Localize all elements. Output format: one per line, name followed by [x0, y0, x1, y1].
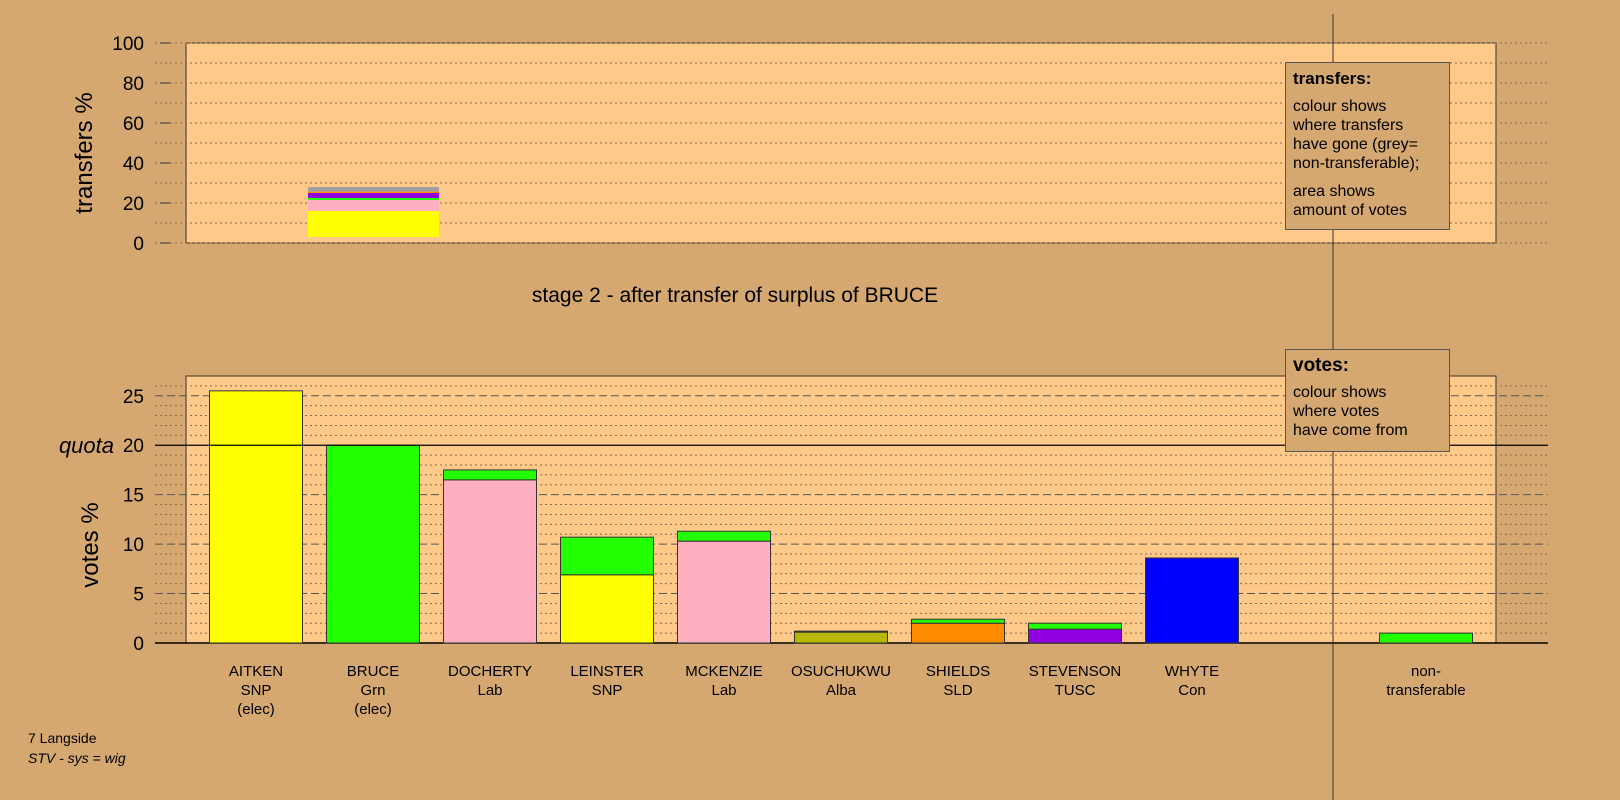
votes-legend-line: where votes — [1293, 403, 1380, 420]
vote-bar-grn — [1379, 632, 1473, 644]
transfers-tick-label: 60 — [123, 114, 144, 135]
transfers-legend-line: have gone (grey= — [1293, 136, 1418, 153]
transfers-legend-title: transfers: — [1293, 69, 1372, 88]
vote-bar-sld — [911, 622, 1005, 644]
transfers-tick-label: 0 — [133, 234, 144, 255]
vote-bar-grn — [911, 618, 1005, 624]
votes-chart: 0 5 10 15 20 25 quota votes % stage 2 - after tr… — [59, 284, 1548, 718]
candidate-party: SLD — [943, 682, 972, 699]
transfers-tick-label: 20 — [123, 194, 144, 215]
transfer-segment-sld — [308, 191, 439, 193]
votes-tick-label: 20 — [123, 436, 144, 457]
votes-axis-label: votes % — [77, 502, 104, 587]
candidate-status: (elec) — [354, 701, 392, 718]
votes-tick-label: 25 — [123, 387, 144, 408]
votes-tick-label: 15 — [123, 486, 144, 507]
candidate-name: BRUCE — [347, 663, 400, 680]
votes-legend: votes: colour shows where votes have com… — [1285, 349, 1450, 452]
votes-legend-line: have come from — [1293, 422, 1408, 439]
vote-bar-con — [1145, 557, 1239, 644]
candidate-name: LEINSTER — [570, 663, 644, 680]
transfer-segment-snp — [308, 211, 439, 237]
candidate-status: (elec) — [237, 701, 275, 718]
candidate-name: AITKEN — [229, 663, 283, 680]
system-label: STV - sys = wig — [28, 750, 126, 766]
votes-tick-label: 10 — [123, 535, 144, 556]
vote-bar-alba — [794, 631, 888, 644]
vote-bar-lab — [443, 479, 537, 644]
candidate-party: Con — [1178, 682, 1206, 699]
ward-name: 7 Langside — [28, 730, 97, 746]
transfers-legend-line: colour shows — [1293, 98, 1387, 115]
transfers-tick-label: 80 — [123, 74, 144, 95]
nontransferable-label: transferable — [1386, 682, 1465, 699]
votes-tick-label: 5 — [133, 585, 144, 606]
candidate-party: Lab — [711, 682, 736, 699]
vote-bar-grn — [1028, 622, 1122, 630]
transfers-tick-label: 100 — [112, 34, 144, 55]
vote-bar-grn — [443, 469, 537, 481]
vote-bar-lab — [677, 540, 771, 644]
vote-bar-grn — [794, 630, 888, 633]
transfer-segment-tusc — [308, 193, 439, 198]
transfers-legend-line: amount of votes — [1293, 202, 1407, 219]
candidate-party: TUSC — [1055, 682, 1096, 699]
transfers-legend-line: area shows — [1293, 183, 1375, 200]
quota-label: quota — [59, 433, 114, 458]
vote-bar-tusc — [1028, 628, 1122, 644]
candidate-party: Alba — [826, 682, 857, 699]
candidate-name: STEVENSON — [1029, 663, 1122, 680]
votes-legend-title: votes: — [1293, 355, 1349, 376]
transfer-segment-grn — [308, 198, 439, 200]
transfer-segment-non-transferable — [308, 187, 439, 192]
candidate-party: SNP — [592, 682, 623, 699]
votes-tick-label: 0 — [133, 634, 144, 655]
transfers-chart: 0 20 40 60 80 100 transfers % — [71, 34, 1548, 255]
candidate-party: SNP — [241, 682, 272, 699]
vote-bar-grn — [560, 536, 654, 576]
vote-bar-grn — [677, 530, 771, 542]
transfers-legend-line: where transfers — [1293, 117, 1404, 134]
transfers-legend-line: non-transferable); — [1293, 155, 1420, 172]
candidate-party: Grn — [360, 682, 385, 699]
vote-bar-grn — [326, 444, 420, 644]
candidate-name: MCKENZIE — [685, 663, 763, 680]
transfers-tick-label: 40 — [123, 154, 144, 175]
vote-bar-snp — [560, 574, 654, 644]
candidate-party: Lab — [477, 682, 502, 699]
candidate-name: SHIELDS — [926, 663, 990, 680]
footer: 7 Langside STV - sys = wig — [28, 728, 126, 768]
candidate-name: DOCHERTY — [448, 663, 532, 680]
votes-legend-line: colour shows — [1293, 384, 1387, 401]
transfers-legend: transfers: colour shows where transfers … — [1285, 62, 1450, 230]
vote-bar-snp — [209, 390, 303, 644]
transfers-axis-label: transfers % — [71, 92, 98, 213]
candidate-name: OSUCHUKWU — [791, 663, 891, 680]
nontransferable-label: non- — [1411, 663, 1441, 680]
stage-title: stage 2 - after transfer of surplus of B… — [532, 284, 938, 307]
candidate-name: WHYTE — [1165, 663, 1219, 680]
transfer-segment-lab — [308, 200, 439, 211]
